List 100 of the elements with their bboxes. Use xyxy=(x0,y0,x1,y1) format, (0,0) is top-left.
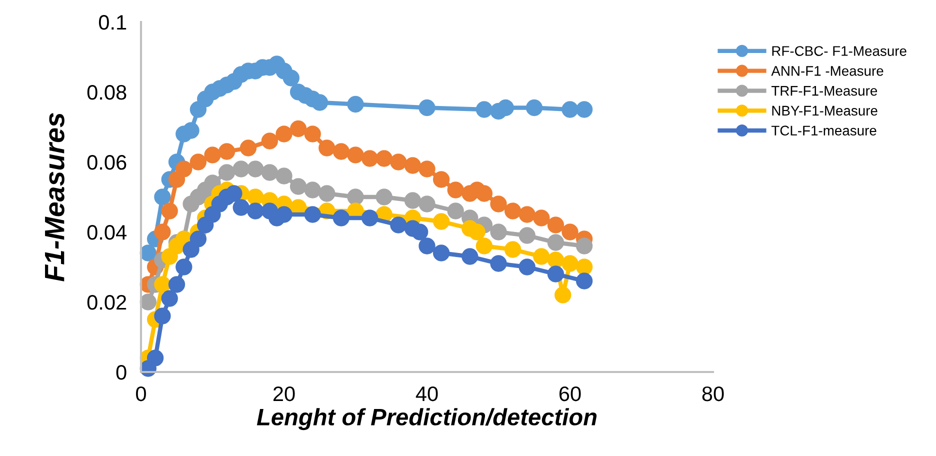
point xyxy=(533,248,550,265)
y-tick-label: 0.08 xyxy=(87,85,126,100)
point xyxy=(404,192,422,209)
point xyxy=(290,120,307,138)
y-tick-label: 0.04 xyxy=(87,225,127,240)
point xyxy=(533,210,550,226)
x-axis-title: Lenght of Prediction/detection xyxy=(256,408,597,430)
point xyxy=(432,213,450,230)
point xyxy=(476,238,493,254)
y-tick-label: 0.1 xyxy=(98,15,126,30)
point xyxy=(490,224,507,240)
point xyxy=(576,238,593,254)
point xyxy=(154,308,171,324)
point xyxy=(140,294,156,310)
x-tick-label: 0 xyxy=(136,386,146,402)
point xyxy=(232,199,250,216)
point xyxy=(168,276,186,293)
point xyxy=(332,143,350,160)
point xyxy=(261,164,278,181)
point xyxy=(576,101,593,118)
point xyxy=(476,101,493,118)
point xyxy=(418,196,436,212)
point xyxy=(318,140,336,156)
legend-label: NBY-F1-Measure xyxy=(772,106,878,116)
point xyxy=(432,244,450,262)
point xyxy=(576,272,593,290)
point xyxy=(547,234,564,251)
point xyxy=(418,160,436,178)
point xyxy=(361,210,378,226)
point xyxy=(304,126,321,142)
point xyxy=(304,182,321,198)
point xyxy=(290,178,307,195)
point xyxy=(247,160,264,178)
point xyxy=(418,99,436,116)
legend-label: ANN-F1 -Measure xyxy=(771,66,884,76)
point xyxy=(376,150,392,167)
point xyxy=(161,202,178,220)
point xyxy=(361,150,378,167)
point xyxy=(526,99,543,116)
point xyxy=(282,70,300,86)
point xyxy=(547,266,564,282)
point xyxy=(504,241,522,258)
point xyxy=(226,185,242,202)
point xyxy=(497,99,514,116)
point xyxy=(276,126,292,142)
legend-label: TRF-F1-Measure xyxy=(771,86,878,96)
point xyxy=(232,160,250,178)
point xyxy=(468,224,486,240)
point xyxy=(154,188,171,206)
y-tick-label: 0 xyxy=(116,365,126,380)
point xyxy=(261,132,278,150)
point xyxy=(347,146,364,164)
point xyxy=(311,94,328,111)
y-axis-title: F1-Measures xyxy=(45,113,64,282)
point xyxy=(562,255,578,272)
point xyxy=(418,238,436,254)
point xyxy=(390,154,407,170)
legend-label: TCL-F1-measure xyxy=(771,126,876,136)
y-tick-label: 0.02 xyxy=(87,295,126,310)
point xyxy=(447,182,464,198)
point xyxy=(190,154,207,170)
point xyxy=(218,143,236,160)
point xyxy=(518,206,536,223)
point xyxy=(276,168,292,184)
x-tick-label: 60 xyxy=(559,386,581,402)
point xyxy=(504,202,522,220)
point xyxy=(176,160,192,178)
point xyxy=(447,202,464,220)
point xyxy=(154,224,171,240)
x-tick-label: 20 xyxy=(273,386,295,402)
point xyxy=(490,196,507,212)
point xyxy=(240,140,257,156)
point xyxy=(146,350,164,366)
point xyxy=(318,185,336,202)
point xyxy=(490,255,507,272)
point xyxy=(247,202,264,220)
point xyxy=(347,96,364,113)
point xyxy=(276,206,292,223)
point xyxy=(176,258,192,276)
x-tick-label: 40 xyxy=(416,386,438,402)
point xyxy=(204,146,221,164)
point xyxy=(562,101,578,118)
point xyxy=(304,206,321,223)
legend-label: RF-CBC- F1-Measure xyxy=(772,46,906,56)
point xyxy=(476,185,493,202)
point xyxy=(390,216,407,234)
point xyxy=(154,276,171,293)
point xyxy=(432,171,450,188)
point xyxy=(462,248,478,265)
point xyxy=(161,290,178,307)
point xyxy=(218,164,236,181)
point xyxy=(554,286,572,304)
point xyxy=(182,122,200,139)
y-tick-label: 0.06 xyxy=(87,155,126,170)
point xyxy=(518,258,536,276)
point xyxy=(404,157,422,174)
point xyxy=(562,224,578,240)
point xyxy=(190,230,207,248)
point xyxy=(547,216,564,234)
point xyxy=(376,188,392,206)
